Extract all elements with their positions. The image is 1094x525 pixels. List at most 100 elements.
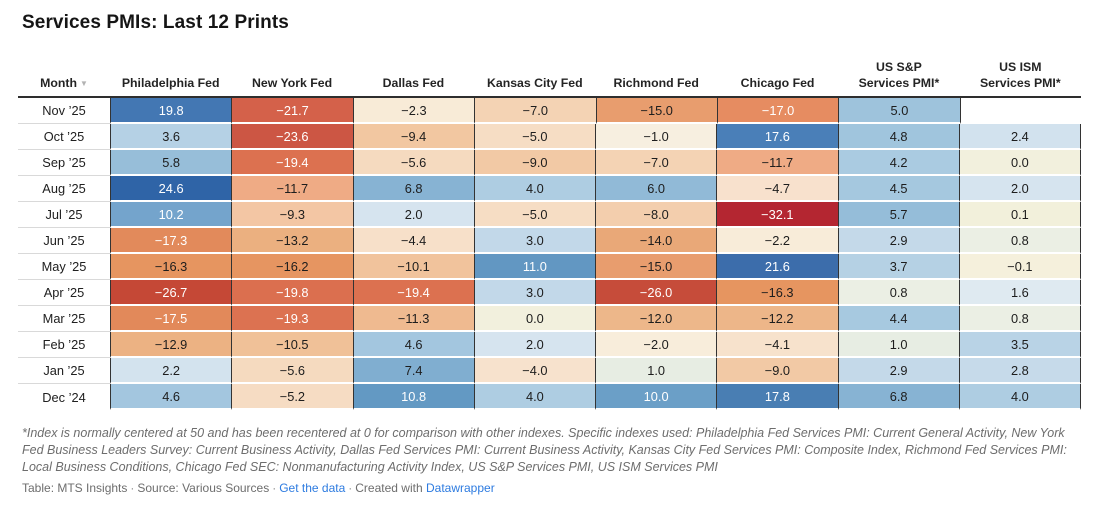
cell-new-york-fed: −23.6 <box>231 124 353 151</box>
cell-philadelphia-fed: 4.6 <box>110 384 232 411</box>
table-row: Oct ’25 3.6 −23.6 −9.4 −5.0 −1.0 17.6 4.8 2.4 <box>18 124 1081 151</box>
cell-dallas-fed: 4.6 <box>352 332 474 359</box>
get-the-data-link[interactable]: Get the data <box>279 480 346 495</box>
table-row: Aug ’25 24.6 −11.7 6.8 4.0 6.0 −4.7 4.5 2.0 <box>18 176 1081 203</box>
month-cell: Jul ’25 <box>18 202 110 229</box>
cell-chicago-fed: −2.2 <box>716 228 838 255</box>
cell-chicago-fed: −11.7 <box>716 150 838 177</box>
column-header-us-ism-services-pmi[interactable]: US ISM Services PMI* <box>979 60 1061 90</box>
cell-us-sp-services-pmi: 6.8 <box>837 384 959 411</box>
cell-richmond-fed: −26.0 <box>595 280 717 307</box>
column-header-us-sp-services-pmi[interactable]: US S&P Services PMI* <box>858 60 940 90</box>
cell-us-sp-services-pmi: 4.8 <box>837 124 959 151</box>
cell-kansas-city-fed: 4.0 <box>473 384 595 411</box>
cell-kansas-city-fed: −9.0 <box>473 150 595 177</box>
cell-us-sp-services-pmi: 2.9 <box>837 358 959 385</box>
cell-chicago-fed: −4.7 <box>716 176 838 203</box>
cell-richmond-fed: 10.0 <box>595 384 717 411</box>
month-cell: Sep ’25 <box>18 150 110 177</box>
month-cell: Jun ’25 <box>18 228 110 255</box>
cell-chicago-fed: 17.6 <box>716 124 838 151</box>
cell-us-sp-services-pmi: 2.9 <box>837 228 959 255</box>
table-row: Jun ’25 −17.3 −13.2 −4.4 3.0 −14.0 −2.2 2.9 0.8 <box>18 228 1081 255</box>
cell-philadelphia-fed: 19.8 <box>110 98 232 125</box>
column-header-dallas-fed[interactable]: Dallas Fed <box>382 75 445 90</box>
month-cell: Jan ’25 <box>18 358 110 385</box>
cell-dallas-fed: −10.1 <box>352 254 474 281</box>
cell-us-ism-services-pmi: 2.8 <box>958 358 1081 385</box>
cell-dallas-fed: 2.0 <box>352 202 474 229</box>
month-cell: May ’25 <box>18 254 110 281</box>
cell-new-york-fed: −19.8 <box>231 280 353 307</box>
cell-new-york-fed: −11.7 <box>231 176 353 203</box>
table-row: Nov ’25 19.8 −21.7 −2.3 −7.0 −15.0 −17.0 5.0 <box>18 98 1081 125</box>
cell-us-ism-services-pmi: 4.0 <box>958 384 1081 411</box>
cell-richmond-fed: −2.0 <box>595 332 717 359</box>
column-header-month[interactable]: Month ▼ <box>18 60 110 91</box>
cell-us-sp-services-pmi: 4.5 <box>837 176 959 203</box>
table-header-row: Month ▼ Philadelphia Fed New York Fed Dalla… <box>18 60 1081 99</box>
table-row: Dec ’24 4.6 −5.2 10.8 4.0 10.0 17.8 6.8 4.0 <box>18 384 1081 411</box>
cell-philadelphia-fed: −16.3 <box>110 254 232 281</box>
datawrapper-link[interactable]: Datawrapper <box>425 480 495 495</box>
cell-chicago-fed: −32.1 <box>716 202 838 229</box>
attribution: Table: MTS Insights · Source: Various Sour… <box>22 481 1072 495</box>
sort-descending-icon: ▼ <box>79 78 88 88</box>
attribution-source: Source: Various Sources <box>137 480 270 495</box>
cell-us-ism-services-pmi: 2.4 <box>958 124 1081 151</box>
cell-kansas-city-fed: −5.0 <box>473 124 595 151</box>
cell-new-york-fed: −9.3 <box>231 202 353 229</box>
cell-richmond-fed: −15.0 <box>595 254 717 281</box>
month-cell: Apr ’25 <box>18 280 110 307</box>
cell-dallas-fed: −9.4 <box>352 124 474 151</box>
column-header-philadelphia-fed[interactable]: Philadelphia Fed <box>121 75 220 90</box>
cell-dallas-fed: 10.8 <box>352 384 474 411</box>
column-header-chicago-fed[interactable]: Chicago Fed <box>740 75 815 90</box>
pmi-heatmap-table: Month ▼ Philadelphia Fed New York Fed Dalla… <box>18 60 1081 411</box>
month-cell: Mar ’25 <box>18 306 110 333</box>
cell-us-sp-services-pmi: 5.7 <box>837 202 959 229</box>
cell-new-york-fed: −21.7 <box>231 98 353 125</box>
cell-new-york-fed: −5.6 <box>231 358 353 385</box>
cell-chicago-fed: −9.0 <box>716 358 838 385</box>
cell-kansas-city-fed: −5.0 <box>473 202 595 229</box>
column-header-new-york-fed[interactable]: New York Fed <box>251 75 333 90</box>
cell-kansas-city-fed: 0.0 <box>473 306 595 333</box>
cell-chicago-fed: 17.8 <box>716 384 838 411</box>
cell-philadelphia-fed: −17.5 <box>110 306 232 333</box>
cell-philadelphia-fed: −12.9 <box>110 332 232 359</box>
month-cell: Nov ’25 <box>18 98 110 125</box>
cell-dallas-fed: −2.3 <box>352 98 475 125</box>
column-header-kansas-city-fed[interactable]: Kansas City Fed <box>486 75 583 90</box>
cell-richmond-fed: −12.0 <box>595 306 717 333</box>
page-title: Services PMIs: Last 12 Prints <box>22 12 289 33</box>
cell-kansas-city-fed: 3.0 <box>473 280 595 307</box>
cell-new-york-fed: −13.2 <box>231 228 353 255</box>
cell-us-sp-services-pmi: 0.8 <box>837 280 959 307</box>
cell-us-ism-services-pmi: 1.6 <box>958 280 1081 307</box>
cell-kansas-city-fed: 3.0 <box>473 228 595 255</box>
cell-richmond-fed: 6.0 <box>595 176 717 203</box>
cell-kansas-city-fed: 4.0 <box>473 176 595 203</box>
table-row: Jan ’25 2.2 −5.6 7.4 −4.0 1.0 −9.0 2.9 2.8 <box>18 358 1081 385</box>
footnote: *Index is normally centered at 50 and ha… <box>22 426 1067 475</box>
cell-us-sp-services-pmi: 4.2 <box>837 150 959 177</box>
cell-richmond-fed: −8.0 <box>595 202 717 229</box>
column-header-richmond-fed[interactable]: Richmond Fed <box>613 75 699 90</box>
cell-new-york-fed: −5.2 <box>231 384 353 411</box>
month-cell: Dec ’24 <box>18 384 110 411</box>
cell-us-ism-services-pmi: 0.1 <box>958 202 1081 229</box>
month-header-label: Month <box>40 75 77 90</box>
cell-us-ism-services-pmi: −0.1 <box>958 254 1081 281</box>
cell-us-ism-services-pmi: 0.0 <box>958 150 1081 177</box>
table-row: Mar ’25 −17.5 −19.3 −11.3 0.0 −12.0 −12.2 4.4 0.… <box>18 306 1081 333</box>
cell-us-ism-services-pmi: 0.8 <box>958 228 1081 255</box>
cell-kansas-city-fed: −7.0 <box>474 98 596 125</box>
table-row: Sep ’25 5.8 −19.4 −5.6 −9.0 −7.0 −11.7 4.2 0.0 <box>18 150 1081 177</box>
cell-richmond-fed: 1.0 <box>595 358 717 385</box>
cell-philadelphia-fed: −26.7 <box>110 280 232 307</box>
cell-dallas-fed: −19.4 <box>352 280 474 307</box>
attribution-created-with: Created with <box>355 480 423 495</box>
month-cell: Oct ’25 <box>18 124 110 151</box>
table-row: Jul ’25 10.2 −9.3 2.0 −5.0 −8.0 −32.1 5.7 0.1 <box>18 202 1081 229</box>
